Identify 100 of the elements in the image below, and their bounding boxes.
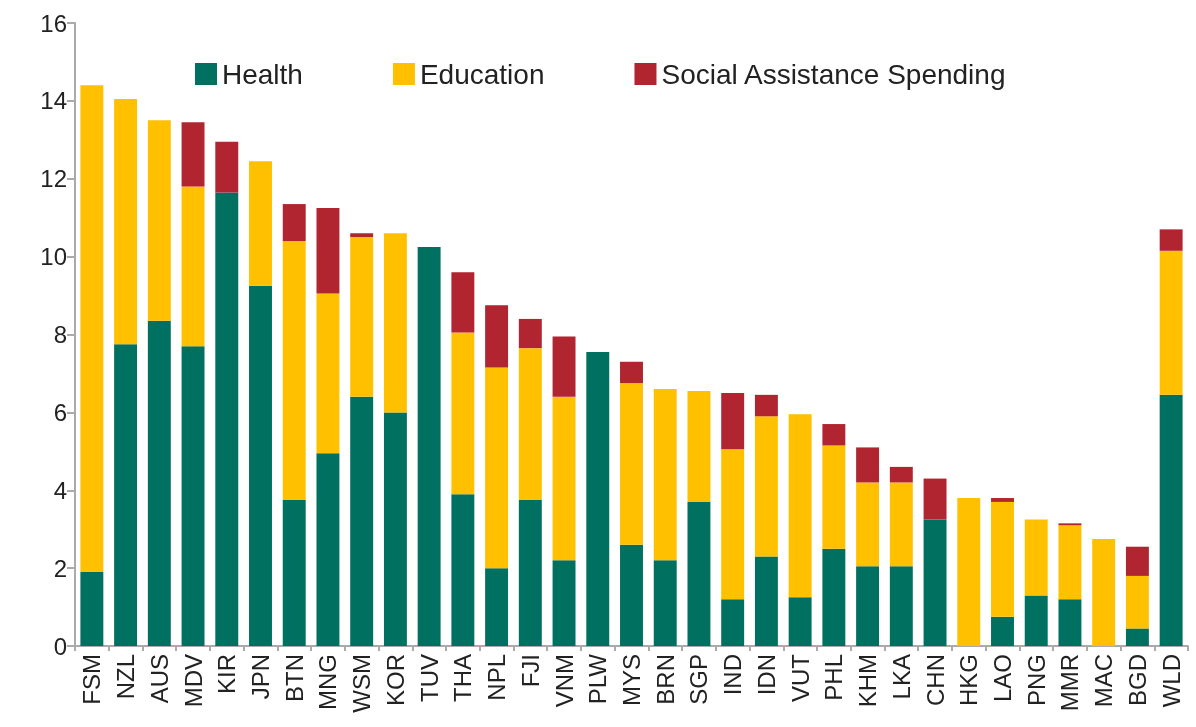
x-tick-label: FSM (78, 654, 106, 705)
x-tick-label: KOR (381, 654, 409, 707)
x-tick-label: WSM (348, 654, 376, 713)
x-tick-label: MYS (618, 654, 645, 707)
x-tick-label: CHN (921, 654, 949, 706)
bar (653, 389, 677, 561)
x-tick-label: IDN (752, 654, 780, 696)
bar (316, 293, 340, 454)
bar (889, 482, 913, 567)
bar (282, 499, 306, 646)
x-tick-label: JPN (247, 654, 274, 700)
bar (1159, 229, 1183, 251)
x-tick-label: WLD (1157, 654, 1185, 708)
bar (215, 192, 239, 646)
bar (485, 568, 509, 646)
y-tick-label: 6 (53, 398, 67, 426)
bar (147, 120, 171, 321)
bar (114, 344, 138, 646)
bar (991, 501, 1014, 617)
bar (822, 424, 846, 446)
bar (620, 544, 643, 646)
bar (350, 237, 374, 397)
bar (822, 548, 846, 646)
bar (889, 566, 913, 646)
bar (991, 616, 1014, 646)
bar (991, 498, 1014, 502)
x-tick-label: LAO (989, 654, 1016, 703)
bar (1125, 628, 1149, 646)
x-tick-label: NPL (483, 654, 511, 701)
bar (316, 453, 340, 646)
bar (788, 597, 812, 646)
x-tick-label: PLW (584, 653, 612, 705)
x-tick-label: PHL (820, 654, 848, 701)
y-tick-label: 16 (40, 9, 67, 37)
bar (249, 161, 272, 286)
bar (518, 318, 542, 349)
x-tick-label: AUS (145, 654, 173, 704)
bar (80, 85, 104, 573)
bar (1092, 538, 1116, 646)
bar (451, 272, 475, 333)
bar (1024, 519, 1048, 596)
y-tick-label: 8 (53, 321, 67, 348)
x-tick-label: FJI (516, 654, 544, 688)
bar (552, 336, 576, 397)
y-tick-label: 2 (53, 554, 67, 582)
bar (957, 498, 981, 646)
y-tick-label: 12 (40, 165, 67, 193)
bar (80, 572, 104, 646)
bar (485, 367, 509, 569)
bar (889, 466, 913, 483)
bar (856, 482, 880, 567)
bar (1159, 250, 1183, 395)
bar (721, 449, 745, 600)
y-tick-label: 10 (40, 243, 67, 271)
bar (249, 285, 272, 646)
bar (383, 233, 407, 413)
bar (687, 390, 711, 502)
bar (552, 396, 576, 561)
y-tick-label: 14 (40, 87, 67, 115)
x-tick-label: KHM (854, 654, 882, 708)
bar (1058, 525, 1082, 600)
x-tick-label: IND (719, 654, 747, 696)
x-tick-label: MMR (1056, 654, 1084, 712)
bar (721, 599, 745, 646)
x-tick-label: LKA (887, 654, 915, 700)
x-tick-label: THA (449, 654, 477, 702)
x-tick-label: NZL (112, 654, 140, 700)
bar (754, 394, 778, 417)
bar (788, 414, 812, 598)
bar (417, 246, 441, 646)
bar (282, 204, 306, 242)
x-tick-label: BTN (280, 654, 308, 702)
y-tick-label: 0 (53, 632, 67, 660)
bar (856, 447, 880, 483)
bar (316, 207, 340, 294)
x-tick-label: KIR (213, 654, 241, 695)
bar (822, 445, 846, 549)
bar (754, 416, 778, 557)
bar (181, 122, 205, 187)
x-tick-label: PNG (1022, 654, 1050, 707)
bar (552, 560, 576, 646)
x-tick-label: MNG (314, 654, 342, 710)
bar (350, 396, 374, 646)
bar (1125, 546, 1149, 576)
bar (923, 478, 947, 520)
bar (586, 352, 610, 646)
bar (282, 241, 306, 500)
bar (923, 519, 947, 646)
bar (383, 412, 407, 646)
x-tick-label: VNM (550, 654, 578, 708)
bar (754, 556, 778, 646)
x-tick-label: MAC (1090, 654, 1118, 708)
x-tick-label: BRN (651, 654, 679, 705)
bar (687, 501, 711, 646)
bar (181, 346, 205, 646)
bar (451, 332, 475, 495)
bar (518, 348, 542, 500)
bar (1024, 595, 1048, 646)
bar (653, 560, 677, 646)
bar (485, 305, 509, 368)
